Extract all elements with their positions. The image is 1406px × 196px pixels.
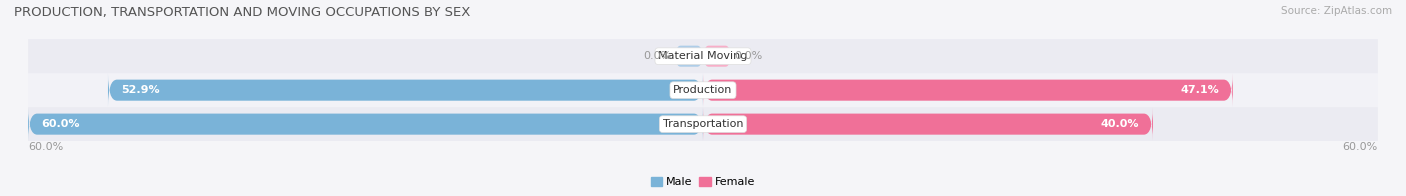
FancyBboxPatch shape bbox=[28, 107, 703, 141]
Text: Production: Production bbox=[673, 85, 733, 95]
FancyBboxPatch shape bbox=[28, 73, 1378, 107]
Text: 47.1%: 47.1% bbox=[1181, 85, 1219, 95]
Text: 0.0%: 0.0% bbox=[644, 51, 672, 61]
Text: Source: ZipAtlas.com: Source: ZipAtlas.com bbox=[1281, 6, 1392, 16]
FancyBboxPatch shape bbox=[703, 74, 1233, 107]
Text: 52.9%: 52.9% bbox=[121, 85, 160, 95]
Text: 40.0%: 40.0% bbox=[1101, 119, 1139, 129]
Text: 60.0%: 60.0% bbox=[42, 119, 80, 129]
Text: Material Moving: Material Moving bbox=[658, 51, 748, 61]
Text: 60.0%: 60.0% bbox=[28, 142, 63, 152]
Text: PRODUCTION, TRANSPORTATION AND MOVING OCCUPATIONS BY SEX: PRODUCTION, TRANSPORTATION AND MOVING OC… bbox=[14, 6, 471, 19]
Legend: Male, Female: Male, Female bbox=[647, 172, 759, 192]
FancyBboxPatch shape bbox=[703, 46, 731, 67]
FancyBboxPatch shape bbox=[28, 107, 1378, 141]
FancyBboxPatch shape bbox=[675, 46, 703, 67]
Text: 0.0%: 0.0% bbox=[734, 51, 762, 61]
FancyBboxPatch shape bbox=[703, 107, 1153, 141]
Text: 60.0%: 60.0% bbox=[1343, 142, 1378, 152]
FancyBboxPatch shape bbox=[28, 39, 1378, 73]
FancyBboxPatch shape bbox=[108, 74, 703, 107]
Text: Transportation: Transportation bbox=[662, 119, 744, 129]
